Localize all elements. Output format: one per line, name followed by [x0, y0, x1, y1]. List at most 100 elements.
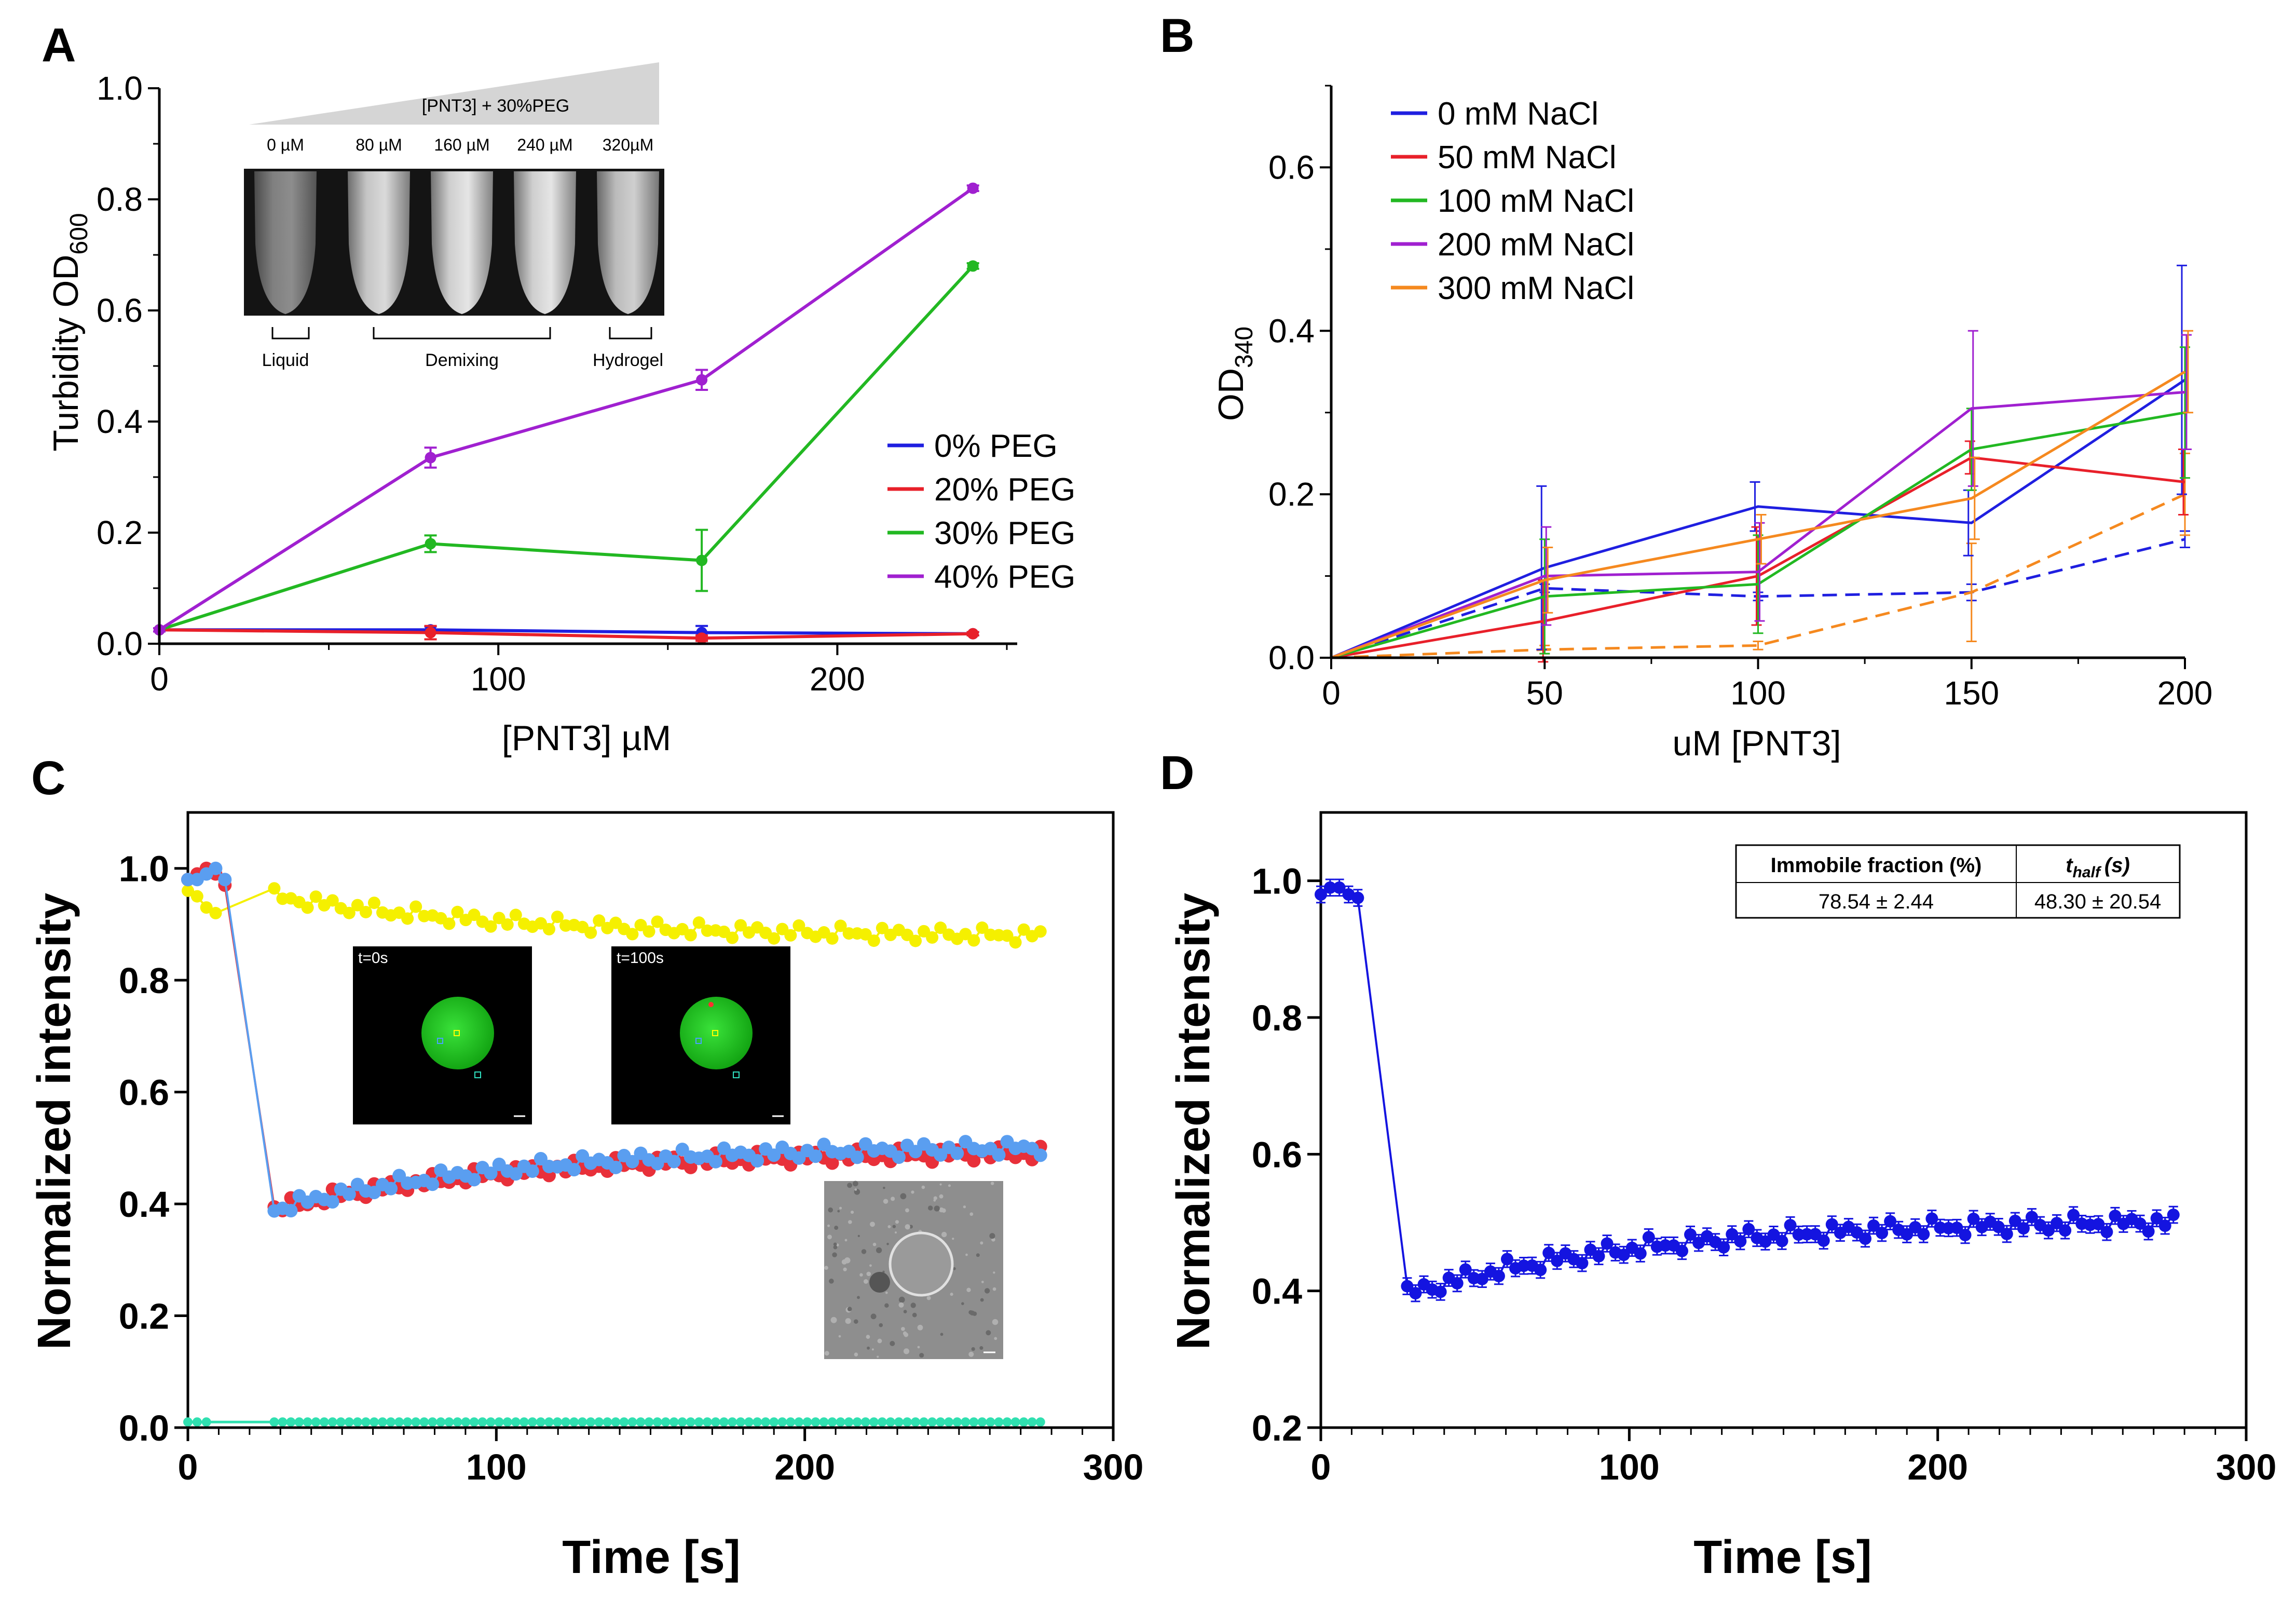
frap-point [860, 1417, 870, 1427]
panel-b-ylabel: OD340 [1211, 327, 1258, 421]
frap-point [209, 861, 223, 875]
panel-d-ytick-label: 0.8 [1252, 998, 1302, 1038]
frap-point [181, 873, 195, 887]
frap-point [669, 1417, 679, 1427]
frap-point [702, 1417, 712, 1427]
bf-texture [863, 1279, 868, 1284]
bf-texture [905, 1224, 910, 1230]
panel-b-dashed-line [1331, 493, 2186, 659]
frap-point [736, 1417, 746, 1427]
state-liquid: Liquid [262, 350, 309, 370]
frap-point [894, 1417, 904, 1427]
frap-point [969, 1417, 979, 1427]
frap-point [850, 1150, 864, 1164]
frap-point [584, 926, 597, 939]
frap-point [827, 1417, 837, 1427]
frap-point [936, 1417, 946, 1427]
bf-texture [834, 1226, 839, 1230]
bf-texture [892, 1225, 896, 1228]
bf-texture [845, 1318, 851, 1324]
inset-t100: t=100s [611, 946, 790, 1124]
frap-point [2000, 1227, 2013, 1240]
frap-point [2017, 1222, 2030, 1235]
panel-c-ytick-label: 0.8 [119, 960, 169, 1001]
panel-c-xlabel: Time [s] [562, 1531, 740, 1583]
frap-point [761, 1417, 771, 1427]
frap-point [1642, 1231, 1655, 1244]
inset-title: [PNT3] + 30%PEG [422, 96, 569, 116]
frap-point [1434, 1285, 1447, 1298]
panel-c-xtick-label: 0 [178, 1447, 198, 1487]
frap-point [311, 1417, 321, 1427]
bf-texture [903, 1331, 907, 1336]
bf-texture [928, 1205, 933, 1211]
panel-a-ytick-label: 0.6 [97, 292, 143, 329]
frap-point [1825, 1218, 1838, 1231]
panel-d-chart: 0 100 200 300 0.2 0.4 0.6 0.8 1.0 Normalized int… [1168, 811, 2276, 1583]
frap-point [192, 1417, 202, 1427]
frap-point [1035, 1417, 1045, 1427]
frap-point [401, 912, 414, 925]
frap-point [1959, 1229, 1972, 1242]
panel-c-ytick-label: 0.2 [119, 1296, 169, 1337]
frap-point [2134, 1217, 2147, 1230]
frap-point [1717, 1241, 1730, 1254]
frap-point [344, 1417, 354, 1427]
panel-c-ylabel: Normalized intensity [29, 893, 80, 1350]
frap-point [651, 915, 664, 928]
bf-texture [919, 1353, 924, 1358]
bf-texture [969, 1310, 975, 1316]
frap-point [1027, 1417, 1037, 1427]
frap-point [1858, 1232, 1871, 1245]
panel-b-legend: 0 mM NaCl 50 mM NaCl 100 mM NaCl 200 mM NaC… [1391, 96, 1634, 306]
bf-texture [833, 1245, 838, 1250]
bf-texture [870, 1313, 877, 1320]
panel-b-series-line [1331, 378, 2186, 659]
frap-point [794, 1417, 804, 1427]
bf-texture [843, 1267, 847, 1271]
frap-point [352, 1417, 362, 1427]
frap-point [2142, 1225, 2155, 1238]
bf-texture [877, 1338, 882, 1344]
frap-point [2100, 1226, 2113, 1239]
frap-point [544, 1417, 554, 1427]
frap-point [369, 1417, 379, 1427]
panel-b-xtick-label: 100 [1730, 674, 1786, 712]
frap-point [1492, 1269, 1505, 1282]
frap-point [684, 1160, 698, 1174]
panel-a-xtick-label: 200 [810, 660, 865, 698]
legend-label: 200 mM NaCl [1438, 227, 1634, 263]
frap-point [1684, 1228, 1697, 1241]
frap-point [977, 1417, 987, 1427]
frap-point [694, 1417, 704, 1427]
panel-b-xtick-label: 200 [2157, 674, 2213, 712]
panel-b-xtick-label: 0 [1322, 674, 1341, 712]
legend-label: 40% PEG [934, 559, 1075, 595]
frap-point [493, 912, 505, 925]
bf-texture [886, 1242, 889, 1245]
panel-a-point [696, 632, 708, 644]
frap-point [1017, 923, 1030, 936]
frap-point [593, 914, 606, 927]
bf-texture [867, 1346, 870, 1350]
bf-texture [941, 1231, 947, 1238]
frap-point [1784, 1219, 1797, 1232]
panel-a-ytick-label: 0.2 [97, 514, 143, 551]
droplet-brightfield [889, 1231, 954, 1297]
frap-point [367, 897, 380, 910]
bf-texture [894, 1231, 897, 1234]
bf-texture [950, 1293, 953, 1296]
frap-point [268, 882, 281, 895]
bf-texture [921, 1185, 925, 1189]
droplet-t100 [680, 997, 753, 1069]
panel-a-ytick-label: 0.0 [97, 625, 143, 662]
frap-point [2059, 1224, 2072, 1237]
frap-point [626, 928, 639, 941]
bf-texture [933, 1196, 937, 1200]
panel-a-point [696, 554, 708, 566]
frap-point [1634, 1247, 1647, 1260]
frap-point [551, 911, 564, 924]
bf-texture [898, 1296, 905, 1303]
bf-texture [871, 1348, 874, 1351]
bf-texture [980, 1298, 984, 1302]
